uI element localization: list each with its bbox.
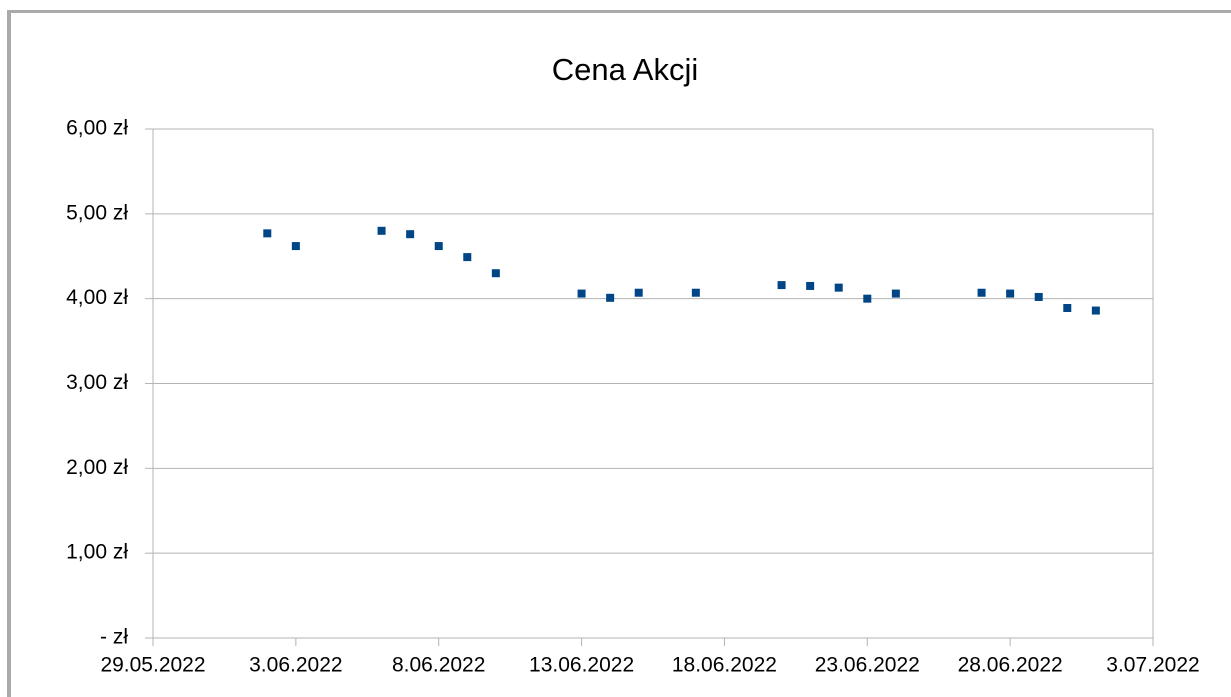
y-tick-label: 1,00 zł [66, 541, 128, 564]
point [1091, 306, 1100, 315]
point [606, 293, 615, 302]
y-tick-label: 6,00 zł [66, 117, 128, 140]
point [577, 289, 586, 298]
point [463, 253, 472, 262]
point [263, 229, 272, 238]
point [406, 230, 415, 239]
point [777, 281, 786, 290]
y-tick-label: 2,00 zł [66, 456, 128, 479]
point [806, 281, 815, 290]
x-tick-label: 18.06.2022 [672, 654, 777, 677]
frame-top [7, 10, 1231, 13]
point [691, 288, 700, 297]
point [434, 242, 443, 251]
x-tick-label: 3.07.2022 [1106, 654, 1199, 677]
y-tick-label: 3,00 zł [66, 371, 128, 394]
x-tick-label: 13.06.2022 [529, 654, 634, 677]
x-tick-label: 3.06.2022 [249, 654, 342, 677]
frame-left [7, 12, 11, 697]
x-tick-label: 8.06.2022 [392, 654, 485, 677]
point [834, 283, 843, 292]
point [891, 289, 900, 298]
y-tick-label: 4,00 zł [66, 286, 128, 309]
x-tick-label: 28.06.2022 [958, 654, 1063, 677]
chart-title: Cena Akcji [552, 52, 698, 87]
x-tick-label: 23.06.2022 [815, 654, 920, 677]
point [863, 294, 872, 303]
point [634, 288, 643, 297]
x-tick-label: 29.05.2022 [100, 654, 205, 677]
y-tick-label: 5,00 zł [66, 201, 128, 224]
point [1034, 292, 1043, 301]
y-tick-label: - zł [100, 626, 128, 649]
point [291, 242, 300, 251]
point [977, 288, 986, 297]
point [491, 269, 500, 278]
point [377, 226, 386, 235]
point [1063, 303, 1072, 312]
point [1006, 289, 1015, 298]
